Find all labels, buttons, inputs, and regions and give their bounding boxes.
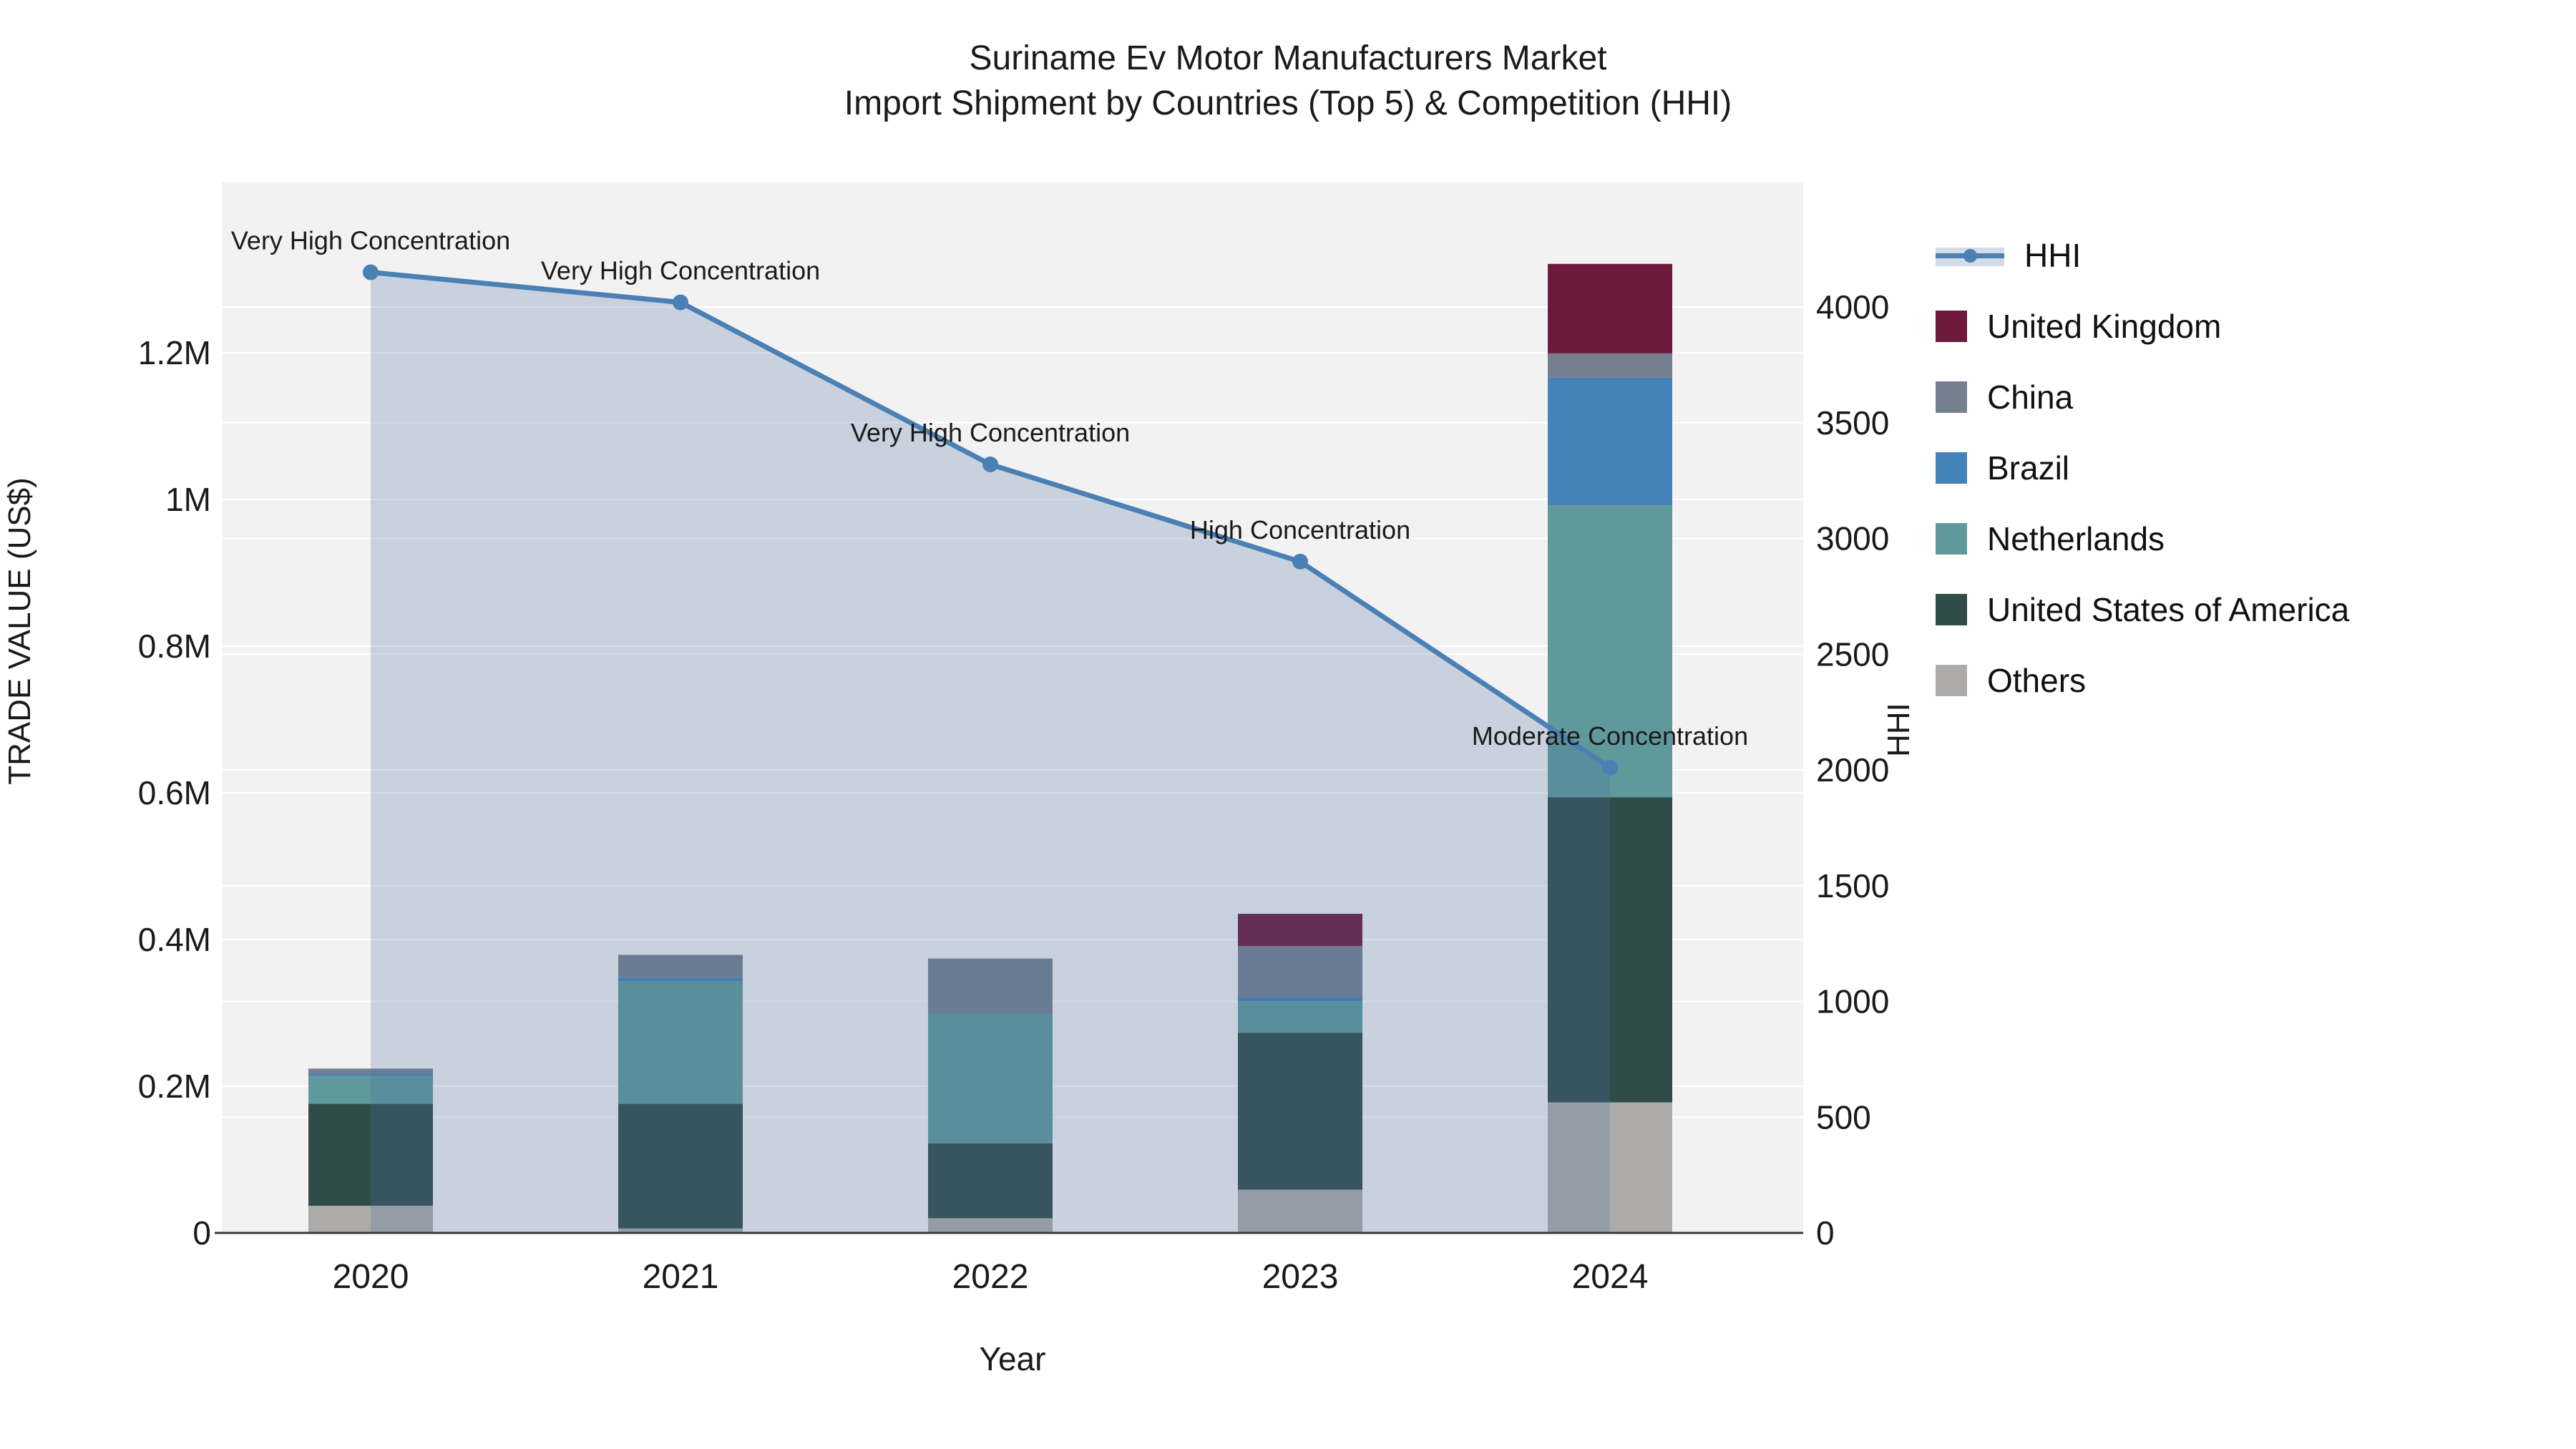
bar-segment-china-2023[interactable]: [1238, 946, 1362, 997]
legend-item-others[interactable]: Others: [1936, 645, 2349, 716]
bar-segment-brazil-2021[interactable]: [618, 977, 743, 982]
y-right-tick-label: 0: [1816, 1214, 1835, 1252]
y-left-tick-label: 1.2M: [138, 334, 211, 371]
bar-segment-united-kingdom-2024[interactable]: [1548, 263, 1672, 353]
bar-segment-china-2021[interactable]: [618, 955, 743, 978]
y-axis-title-left: TRADE VALUE (US$): [2, 477, 37, 785]
bar-segment-netherlands-2023[interactable]: [1238, 1001, 1362, 1033]
y-left-tick-label: 1M: [165, 481, 211, 518]
hhi-point-2024[interactable]: [1602, 759, 1618, 776]
hhi-annotation-2023: High Concentration: [1190, 515, 1410, 545]
bar-segment-united-states-of-america-2021[interactable]: [618, 1103, 743, 1229]
legend-item-united-kingdom[interactable]: United Kingdom: [1936, 291, 2349, 361]
bar-segment-brazil-2024[interactable]: [1548, 377, 1672, 506]
bar-segment-china-2020[interactable]: [308, 1068, 433, 1074]
legend: HHI United Kingdom China Brazil Netherlands U…: [1936, 220, 2349, 716]
hhi-point-2023[interactable]: [1292, 553, 1308, 570]
x-tick-label-2023[interactable]: 2023: [1262, 1258, 1339, 1296]
legend-item-brazil[interactable]: Brazil: [1936, 432, 2349, 503]
legend-swatch-icon: [1936, 452, 1967, 484]
hhi-point-2020[interactable]: [363, 264, 379, 280]
y-left-tick-label: 0.2M: [138, 1068, 211, 1105]
y-left-tick-label: 0.4M: [138, 921, 211, 958]
y-left-tick-label: 0.6M: [138, 774, 211, 811]
y-right-tick-label: 2000: [1816, 751, 1889, 789]
y-right-tick-label: 4000: [1816, 288, 1889, 326]
bar-segment-united-states-of-america-2024[interactable]: [1548, 797, 1672, 1103]
legend-label: United Kingdom: [1987, 307, 2222, 345]
bar-segment-brazil-2020[interactable]: [308, 1073, 433, 1076]
bar-segment-united-states-of-america-2020[interactable]: [308, 1103, 433, 1206]
bar-segment-china-2024[interactable]: [1548, 353, 1672, 378]
legend-label: Netherlands: [1987, 519, 2165, 557]
legend-swatch-icon: [1936, 593, 1967, 625]
bar-segment-others-2024[interactable]: [1548, 1102, 1672, 1233]
legend-label: United States of America: [1987, 590, 2350, 628]
bar-segment-netherlands-2021[interactable]: [618, 981, 743, 1104]
chart-title-line2: Import Shipment by Countries (Top 5) & C…: [844, 84, 1732, 122]
hhi-annotation-2022: Very High Concentration: [851, 418, 1130, 447]
x-axis-title: Year: [980, 1340, 1046, 1377]
bar-segment-united-kingdom-2023[interactable]: [1238, 914, 1362, 947]
y-left-tick-label: 0: [192, 1214, 211, 1252]
legend-item-netherlands[interactable]: Netherlands: [1936, 503, 2349, 574]
legend-label: Others: [1987, 661, 2087, 699]
bar-segment-united-states-of-america-2023[interactable]: [1238, 1033, 1362, 1190]
bar-segment-netherlands-2022[interactable]: [928, 1013, 1053, 1143]
legend-swatch-icon: [1936, 522, 1967, 555]
hhi-point-2022[interactable]: [982, 457, 998, 473]
legend-item-united-states-of-america[interactable]: United States of America: [1936, 574, 2349, 645]
bar-segment-others-2020[interactable]: [308, 1206, 433, 1233]
x-tick-label-2020[interactable]: 2020: [333, 1258, 409, 1296]
bar-segment-united-states-of-america-2022[interactable]: [928, 1143, 1053, 1219]
legend-item-hhi[interactable]: HHI: [1936, 220, 2349, 291]
legend-swatch-icon: [1936, 381, 1967, 413]
x-tick-label-2022[interactable]: 2022: [952, 1258, 1029, 1296]
hhi-line-key-icon: [1936, 240, 2004, 271]
y-right-tick-label: 3500: [1816, 404, 1889, 441]
legend-swatch-icon: [1936, 664, 1967, 696]
bar-segment-others-2021[interactable]: [618, 1228, 743, 1233]
bar-segment-netherlands-2024[interactable]: [1548, 505, 1672, 798]
chart-title-line1: Suriname Ev Motor Manufacturers Market: [970, 39, 1607, 77]
y-left-tick-label: 0.8M: [138, 628, 211, 665]
bar-segment-brazil-2023[interactable]: [1238, 997, 1362, 1002]
y-right-tick-label: 1500: [1816, 867, 1889, 904]
y-right-tick-label: 1000: [1816, 983, 1889, 1020]
x-tick-label-2021[interactable]: 2021: [643, 1258, 719, 1296]
legend-label: Brazil: [1987, 449, 2070, 487]
hhi-annotation-2024: Moderate Concentration: [1472, 721, 1748, 751]
hhi-point-2021[interactable]: [673, 294, 688, 311]
bar-segment-others-2022[interactable]: [928, 1218, 1053, 1233]
legend-label: HHI: [2024, 236, 2082, 274]
y-right-tick-label: 3000: [1816, 520, 1889, 557]
y-right-tick-label: 2500: [1816, 635, 1889, 673]
bar-segment-netherlands-2020[interactable]: [308, 1075, 433, 1104]
legend-swatch-icon: [1936, 310, 1967, 342]
legend-item-china[interactable]: China: [1936, 361, 2349, 432]
y-axis-title-right: HHI: [1881, 703, 1916, 757]
hhi-annotation-2020: Very High Concentration: [231, 226, 510, 255]
hhi-annotation-2021: Very High Concentration: [541, 256, 820, 286]
hhi-area-fill: [371, 272, 1610, 1234]
x-tick-label-2024[interactable]: 2024: [1572, 1258, 1649, 1296]
bar-segment-china-2022[interactable]: [928, 958, 1053, 1014]
bar-segment-others-2023[interactable]: [1238, 1189, 1362, 1233]
legend-label: China: [1987, 378, 2074, 416]
y-right-tick-label: 500: [1816, 1098, 1871, 1136]
